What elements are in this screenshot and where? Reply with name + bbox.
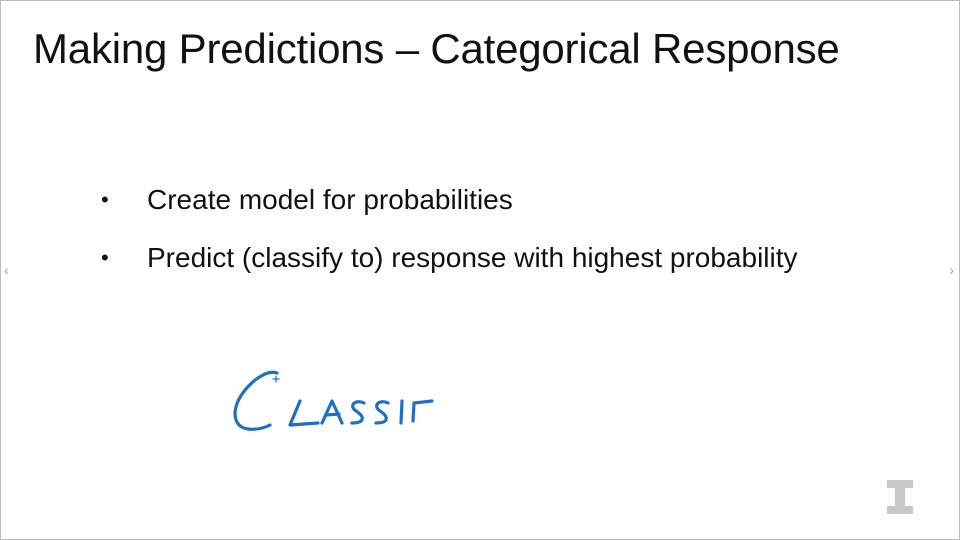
block-i-logo-icon — [887, 480, 913, 514]
bullet-marker: • — [101, 245, 109, 270]
bullet-item: • Create model for probabilities — [101, 171, 798, 229]
slide-title: Making Predictions – Categorical Respons… — [33, 25, 840, 72]
bullet-list: • Create model for probabilities • Predi… — [101, 171, 798, 287]
prev-slide-arrow-icon[interactable]: ‹ — [4, 262, 9, 278]
bullet-item: • Predict (classify to) response with hi… — [101, 229, 798, 287]
bullet-text: Predict (classify to) response with high… — [147, 242, 798, 273]
next-slide-arrow-icon[interactable]: › — [949, 262, 954, 278]
bullet-text: Create model for probabilities — [147, 184, 513, 215]
bullet-marker: • — [101, 187, 109, 212]
handwriting-annotation — [233, 370, 434, 431]
